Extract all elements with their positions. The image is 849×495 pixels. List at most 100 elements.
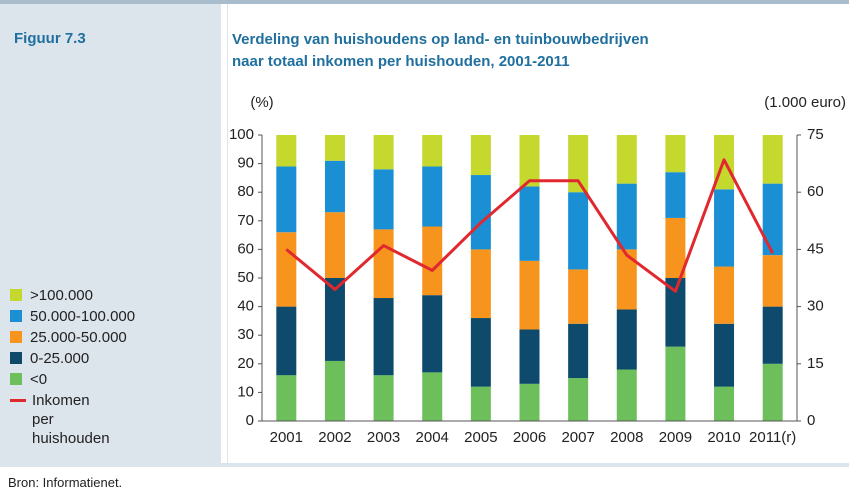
y-tick-label: 70	[237, 212, 254, 229]
bar-segment	[422, 135, 443, 167]
legend-item: >100.000	[10, 286, 160, 307]
bar-segment	[470, 318, 491, 387]
chart-title: Verdeling van huishoudens op land- en tu…	[232, 31, 649, 48]
bar-segment	[665, 346, 686, 421]
x-tick-label: 2006	[513, 429, 546, 446]
bar-segment	[276, 166, 297, 233]
source: Bron: Informatienet.	[8, 475, 123, 490]
bar-segment	[276, 375, 297, 421]
bar-segment	[324, 160, 345, 213]
bar-segment	[519, 135, 540, 187]
x-tick-label: 2001	[270, 429, 303, 446]
bar-segment	[568, 192, 589, 270]
bar-segment	[470, 135, 491, 176]
legend-swatch	[10, 373, 22, 385]
x-tick-label: 2003	[367, 429, 400, 446]
y-tick-label: 40	[237, 298, 254, 315]
bar-segment	[714, 189, 735, 267]
y-tick-label: 90	[237, 155, 254, 172]
bar-segment	[324, 360, 345, 421]
bar-segment	[373, 135, 394, 170]
bar-segment	[762, 183, 783, 256]
y2-axis-label: (1.000 euro)	[764, 94, 846, 111]
bar-segment	[762, 306, 783, 364]
y-axis-label: (%)	[250, 94, 273, 111]
y-tick-label: 30	[237, 326, 254, 343]
left-panel	[0, 4, 221, 463]
bar-segment	[714, 266, 735, 324]
top-bar	[0, 0, 849, 4]
y-tick-label: 0	[246, 412, 254, 429]
y-tick-label: 10	[237, 383, 254, 400]
legend-swatch	[10, 331, 22, 343]
bar-segment	[665, 217, 686, 278]
y2-tick-label: 75	[807, 126, 824, 143]
bar-segment	[616, 249, 637, 310]
bar-segment	[519, 260, 540, 330]
bar-segment	[762, 363, 783, 421]
y-tick-label: 80	[237, 183, 254, 200]
y2-tick-label: 45	[807, 240, 824, 257]
bar-segment	[422, 226, 443, 296]
x-tick-label: 2008	[610, 429, 643, 446]
bar-segment	[665, 172, 686, 218]
x-tick-label: 2002	[318, 429, 351, 446]
bar-segment	[714, 323, 735, 387]
bar-segment	[519, 383, 540, 421]
bar-segment	[568, 269, 589, 324]
bar-segment	[324, 278, 345, 361]
bar-segment	[373, 169, 394, 230]
bar-segment	[324, 212, 345, 278]
bar-segment	[276, 232, 297, 307]
legend-item: <0	[10, 370, 160, 391]
legend-label: >100.000	[30, 287, 93, 304]
bar-segment	[714, 386, 735, 421]
bar-segment	[665, 278, 686, 347]
y2-tick-label: 15	[807, 355, 824, 372]
y-tick-label: 60	[237, 240, 254, 257]
bar-segment	[324, 135, 345, 161]
legend-label: Inkomen per huishouden	[32, 392, 110, 447]
x-tick-label: 2005	[464, 429, 497, 446]
x-tick-label: 2011(r)	[749, 429, 796, 446]
bar-segment	[762, 135, 783, 184]
legend-item: Inkomen per huishouden	[10, 391, 160, 447]
bar-segment	[568, 135, 589, 193]
bar-segment	[616, 309, 637, 370]
y2-tick-label: 0	[807, 412, 815, 429]
x-tick-label: 2009	[659, 429, 692, 446]
y-tick-label: 50	[237, 269, 254, 286]
legend-item: 0-25.000	[10, 349, 160, 370]
bar-segment	[422, 372, 443, 421]
bar-segment	[616, 369, 637, 421]
chart: Verdeling van huishoudens op land- en tu…	[229, 31, 846, 446]
bar-segment	[519, 186, 540, 261]
bar-segment	[568, 323, 589, 379]
chart-title: naar totaal inkomen per huishouden, 2001…	[232, 53, 570, 70]
bar-segment	[276, 306, 297, 376]
legend-item: 25.000-50.000	[10, 328, 160, 349]
y-tick-label: 20	[237, 355, 254, 372]
y-tick-label: 100	[229, 126, 254, 143]
bar-segment	[519, 329, 540, 384]
legend-item: 50.000-100.000	[10, 307, 160, 328]
bar-segment	[422, 166, 443, 227]
legend-swatch	[10, 289, 22, 301]
bar-segment	[373, 229, 394, 299]
income-line	[285, 158, 775, 293]
legend-label: 50.000-100.000	[30, 308, 136, 325]
figure-label: Figuur 7.3	[14, 30, 86, 47]
bar-segment	[470, 249, 491, 319]
bar-segment	[665, 135, 686, 173]
legend-swatch	[10, 399, 26, 402]
bar-segment	[762, 255, 783, 307]
legend-label: 0-25.000	[30, 350, 90, 367]
legend-label: 25.000-50.000	[30, 329, 127, 346]
bar-segment	[422, 295, 443, 373]
bar-segment	[276, 135, 297, 167]
bar-segment	[470, 386, 491, 421]
y2-tick-label: 30	[807, 298, 824, 315]
bar-segment	[616, 135, 637, 184]
legend-label: <0	[30, 371, 48, 388]
